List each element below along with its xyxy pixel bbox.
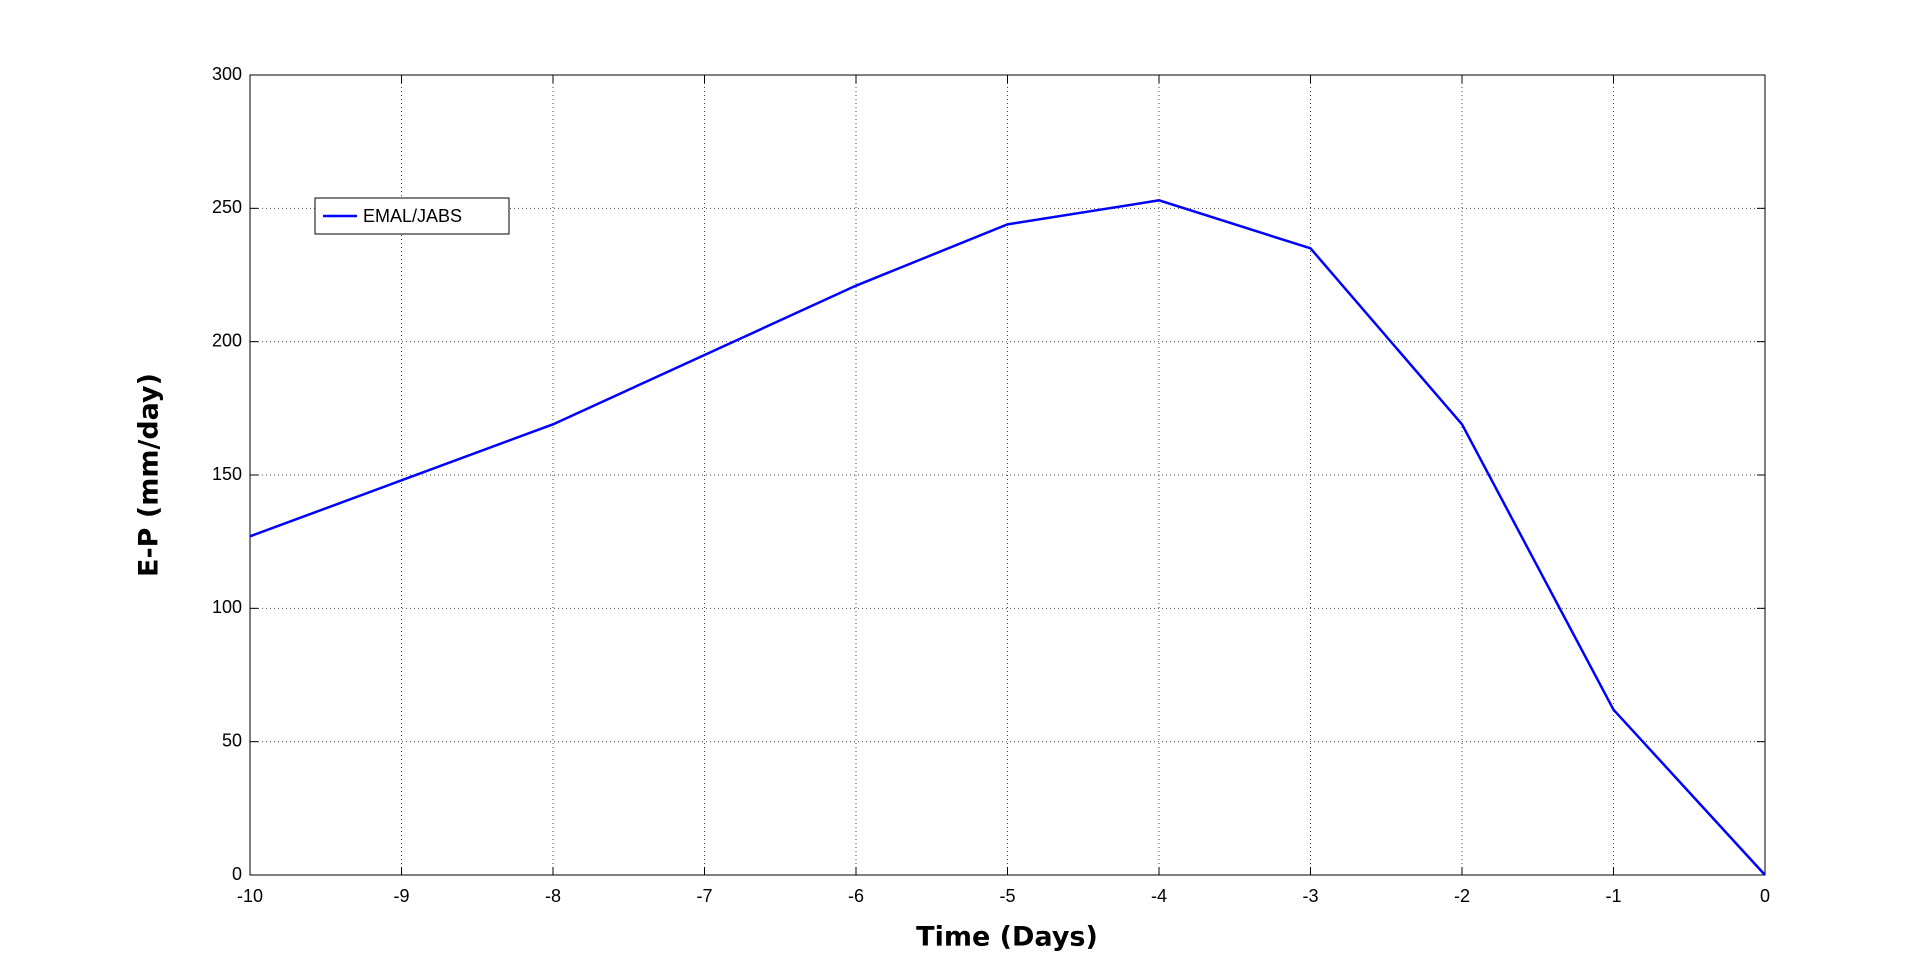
legend-label: EMAL/JABS bbox=[363, 206, 462, 226]
x-tick-label: -7 bbox=[696, 886, 712, 906]
x-tick-label: -1 bbox=[1605, 886, 1621, 906]
data-line bbox=[249, 199, 1766, 876]
x-tick-label: -9 bbox=[393, 886, 409, 906]
x-tick-label: -2 bbox=[1454, 886, 1470, 906]
y-axis-label: E-P (mm/day) bbox=[134, 373, 165, 577]
y-tick-label: 100 bbox=[212, 597, 242, 617]
y-tick-label: 0 bbox=[232, 864, 242, 884]
x-axis-label: Time (Days) bbox=[916, 922, 1098, 953]
x-tick-label: 0 bbox=[1760, 886, 1770, 906]
x-tick-label: -10 bbox=[237, 886, 263, 906]
x-tick-label: -5 bbox=[999, 886, 1015, 906]
y-tick-label: 150 bbox=[212, 464, 242, 484]
y-tick-label: 200 bbox=[212, 330, 242, 350]
x-tick-label: -6 bbox=[848, 886, 864, 906]
y-tick-label: 250 bbox=[212, 197, 242, 217]
x-tick-label: -4 bbox=[1151, 886, 1167, 906]
y-tick-label: 50 bbox=[222, 730, 242, 750]
x-tick-label: -8 bbox=[545, 886, 561, 906]
y-tick-label: 300 bbox=[212, 64, 242, 84]
x-tick-label: -3 bbox=[1302, 886, 1318, 906]
axes-box bbox=[249, 74, 1766, 876]
